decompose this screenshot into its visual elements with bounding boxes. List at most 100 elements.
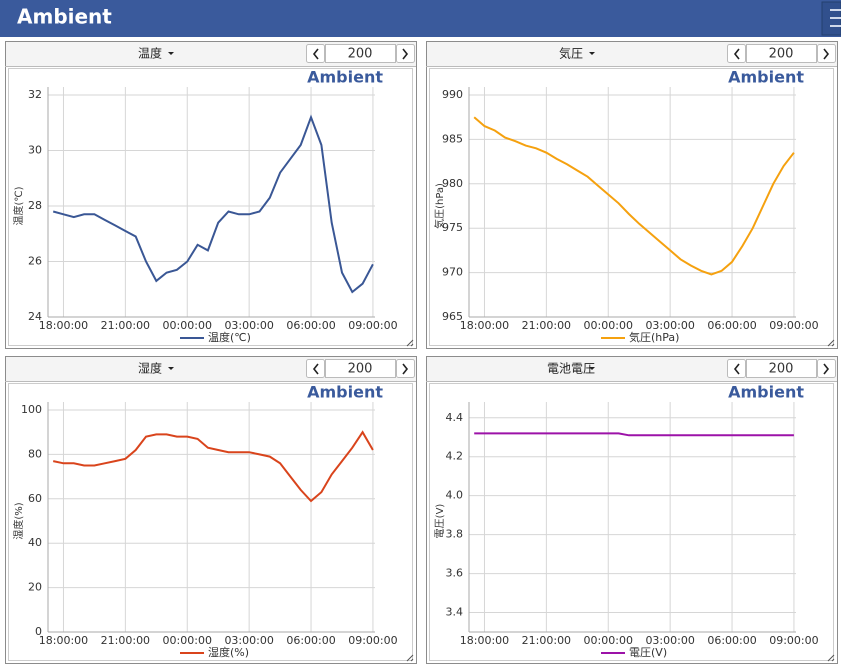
next-button[interactable]	[817, 359, 836, 378]
panel	[426, 41, 838, 349]
next-button[interactable]	[817, 44, 836, 63]
panel-title[interactable]: 電池電圧	[547, 362, 595, 376]
x-tick-label: 09:00:00	[769, 634, 818, 647]
x-tick-label: 06:00:00	[286, 634, 335, 647]
chart-frame	[8, 68, 413, 346]
y-tick-label: 970	[442, 266, 463, 279]
x-tick-label: 03:00:00	[645, 319, 694, 332]
y-tick-label: 3.8	[446, 528, 464, 541]
brand: Ambient	[307, 68, 383, 87]
y-tick-label: 60	[28, 492, 42, 505]
legend-label: 気圧(hPa)	[629, 330, 679, 344]
dropdown-caret	[168, 367, 174, 370]
resize-grip[interactable]	[827, 654, 835, 662]
x-tick-label: 00:00:00	[163, 319, 212, 332]
y-tick-label: 0	[35, 625, 42, 638]
y-tick-label: 30	[28, 144, 42, 157]
panel	[5, 41, 417, 349]
prev-icon	[733, 48, 740, 60]
page-size: 200	[769, 47, 794, 62]
panel	[426, 356, 838, 664]
y-axis-label: 湿度(%)	[12, 502, 25, 539]
prev-icon	[733, 363, 740, 375]
chart-frame	[429, 68, 834, 346]
x-tick-label: 06:00:00	[707, 634, 756, 647]
x-tick-label: 09:00:00	[348, 634, 397, 647]
y-tick-label: 980	[442, 177, 463, 190]
y-tick-label: 965	[442, 310, 463, 323]
brand: Ambient	[728, 68, 804, 87]
panel-title[interactable]: 温度	[138, 46, 162, 61]
x-tick-label: 09:00:00	[348, 319, 397, 332]
y-tick-label: 990	[442, 88, 463, 101]
x-tick-label: 06:00:00	[707, 319, 756, 332]
x-tick-label: 18:00:00	[460, 634, 509, 647]
y-axis-label: 電圧(V)	[434, 504, 446, 539]
y-tick-label: 4.0	[446, 489, 464, 502]
x-tick-label: 18:00:00	[460, 319, 509, 332]
legend-label: 湿度(%)	[208, 645, 249, 659]
brand: Ambient	[728, 383, 804, 402]
dropdown-caret	[589, 52, 595, 55]
page-size-box[interactable]	[325, 359, 396, 378]
prev-button[interactable]	[727, 359, 746, 378]
resize-grip[interactable]	[406, 339, 414, 347]
x-tick-label: 21:00:00	[101, 634, 150, 647]
next-icon	[402, 363, 409, 375]
legend-label: 温度(℃)	[208, 330, 251, 344]
x-tick-label: 21:00:00	[522, 634, 571, 647]
resize-grip[interactable]	[827, 339, 835, 347]
x-tick-label: 03:00:00	[224, 634, 273, 647]
y-tick-label: 4.4	[446, 411, 464, 424]
resize-grip[interactable]	[406, 654, 414, 662]
x-tick-label: 00:00:00	[163, 634, 212, 647]
y-tick-label: 100	[21, 403, 42, 416]
x-tick-label: 00:00:00	[584, 319, 633, 332]
y-tick-label: 4.2	[446, 450, 464, 463]
x-tick-label: 06:00:00	[286, 319, 335, 332]
next-icon	[823, 363, 830, 375]
next-button[interactable]	[396, 359, 415, 378]
prev-button[interactable]	[727, 44, 746, 63]
x-tick-label: 03:00:00	[645, 634, 694, 647]
prev-button[interactable]	[306, 359, 325, 378]
data-line	[52, 430, 374, 503]
y-tick-label: 28	[28, 199, 42, 212]
y-tick-label: 20	[28, 581, 42, 594]
y-tick-label: 40	[28, 536, 42, 549]
x-tick-label: 21:00:00	[522, 319, 571, 332]
page-size: 200	[348, 362, 373, 377]
next-button[interactable]	[396, 44, 415, 63]
page-size-box[interactable]	[746, 359, 817, 378]
page-size: 200	[769, 362, 794, 377]
next-icon	[823, 48, 830, 60]
x-tick-label: 21:00:00	[101, 319, 150, 332]
page-size-box[interactable]	[746, 44, 817, 63]
chart-frame	[8, 383, 413, 661]
prev-icon	[312, 363, 319, 375]
header-title: Ambient	[17, 5, 112, 29]
data-line	[52, 114, 374, 294]
y-tick-label: 24	[28, 310, 42, 323]
y-tick-label: 975	[442, 221, 463, 234]
chart-frame	[429, 383, 834, 661]
dropdown-caret	[589, 367, 595, 370]
x-tick-label: 18:00:00	[39, 634, 88, 647]
header-bar	[0, 0, 841, 37]
page-size-box[interactable]	[325, 44, 396, 63]
y-tick-label: 26	[28, 255, 42, 268]
dropdown-caret	[168, 52, 174, 55]
panel-title[interactable]: 湿度	[138, 361, 162, 376]
y-tick-label: 3.6	[446, 567, 464, 580]
page-size: 200	[348, 47, 373, 62]
next-icon	[402, 48, 409, 60]
data-line	[473, 116, 795, 276]
prev-button[interactable]	[306, 44, 325, 63]
panel-title[interactable]: 気圧	[559, 46, 583, 61]
x-tick-label: 18:00:00	[39, 319, 88, 332]
legend-label: 電圧(V)	[629, 646, 667, 659]
y-tick-label: 80	[28, 447, 42, 460]
y-tick-label: 3.4	[446, 606, 464, 619]
